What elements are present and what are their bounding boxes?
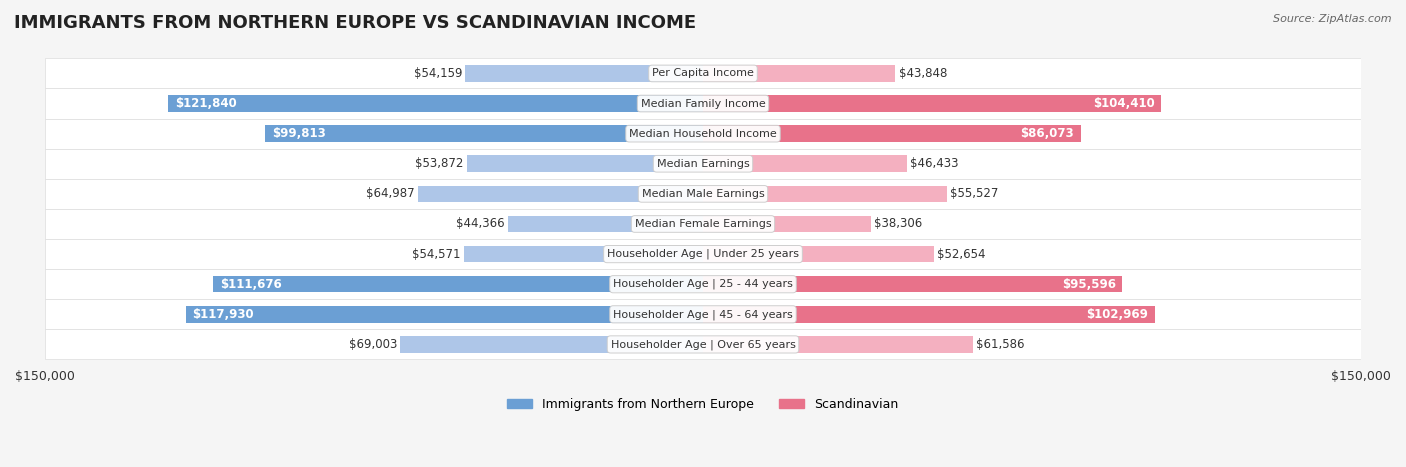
Bar — [418, 185, 703, 202]
Bar — [45, 299, 1361, 329]
Bar — [45, 88, 1361, 119]
Bar — [703, 246, 934, 262]
Text: Median Female Earnings: Median Female Earnings — [634, 219, 772, 229]
Text: $69,003: $69,003 — [349, 338, 396, 351]
Bar — [703, 65, 896, 82]
Bar — [169, 95, 703, 112]
Text: $55,527: $55,527 — [950, 187, 998, 200]
Text: Median Earnings: Median Earnings — [657, 159, 749, 169]
Bar — [703, 216, 872, 232]
Text: $121,840: $121,840 — [176, 97, 236, 110]
Bar — [703, 156, 907, 172]
Text: Median Household Income: Median Household Income — [628, 128, 778, 139]
Text: Householder Age | 45 - 64 years: Householder Age | 45 - 64 years — [613, 309, 793, 319]
Bar — [45, 269, 1361, 299]
Text: Source: ZipAtlas.com: Source: ZipAtlas.com — [1274, 14, 1392, 24]
Text: $54,159: $54,159 — [413, 67, 463, 80]
Bar — [45, 179, 1361, 209]
Bar — [703, 125, 1081, 142]
Text: $64,987: $64,987 — [366, 187, 415, 200]
Bar — [45, 149, 1361, 179]
Text: $86,073: $86,073 — [1021, 127, 1074, 140]
Text: $46,433: $46,433 — [910, 157, 959, 170]
Bar — [509, 216, 703, 232]
Legend: Immigrants from Northern Europe, Scandinavian: Immigrants from Northern Europe, Scandin… — [502, 393, 904, 416]
Bar — [703, 306, 1154, 323]
Bar — [214, 276, 703, 292]
Text: $52,654: $52,654 — [938, 248, 986, 261]
Text: Householder Age | Over 65 years: Householder Age | Over 65 years — [610, 339, 796, 350]
Bar — [703, 336, 973, 353]
Text: Median Male Earnings: Median Male Earnings — [641, 189, 765, 199]
Text: $54,571: $54,571 — [412, 248, 460, 261]
Bar — [703, 276, 1122, 292]
Text: $61,586: $61,586 — [977, 338, 1025, 351]
Bar — [467, 156, 703, 172]
Text: $104,410: $104,410 — [1092, 97, 1154, 110]
Bar — [465, 65, 703, 82]
Bar — [464, 246, 703, 262]
Text: $44,366: $44,366 — [457, 218, 505, 231]
Text: $102,969: $102,969 — [1087, 308, 1149, 321]
Text: $53,872: $53,872 — [415, 157, 464, 170]
Text: Householder Age | Under 25 years: Householder Age | Under 25 years — [607, 249, 799, 259]
Bar — [703, 185, 946, 202]
Bar — [45, 119, 1361, 149]
Text: Median Family Income: Median Family Income — [641, 99, 765, 108]
Text: Householder Age | 25 - 44 years: Householder Age | 25 - 44 years — [613, 279, 793, 290]
Bar — [45, 58, 1361, 88]
Text: $38,306: $38,306 — [875, 218, 922, 231]
Text: $43,848: $43,848 — [898, 67, 948, 80]
Text: $111,676: $111,676 — [219, 278, 281, 290]
Bar — [186, 306, 703, 323]
Bar — [45, 209, 1361, 239]
Bar — [703, 95, 1161, 112]
Bar — [266, 125, 703, 142]
Text: IMMIGRANTS FROM NORTHERN EUROPE VS SCANDINAVIAN INCOME: IMMIGRANTS FROM NORTHERN EUROPE VS SCAND… — [14, 14, 696, 32]
Text: Per Capita Income: Per Capita Income — [652, 69, 754, 78]
Text: $95,596: $95,596 — [1062, 278, 1116, 290]
Bar — [45, 239, 1361, 269]
Bar — [45, 329, 1361, 360]
Text: $99,813: $99,813 — [271, 127, 325, 140]
Bar — [401, 336, 703, 353]
Text: $117,930: $117,930 — [193, 308, 254, 321]
